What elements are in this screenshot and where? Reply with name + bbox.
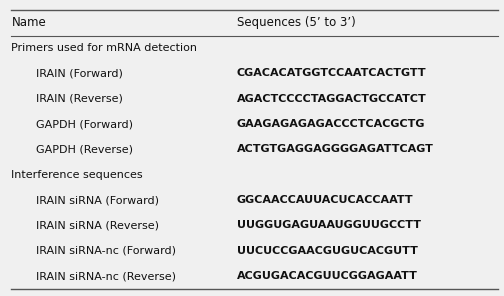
Text: IRAIN siRNA (Forward): IRAIN siRNA (Forward) <box>36 195 159 205</box>
Text: GAAGAGAGAGACCCTCACGCTG: GAAGAGAGAGACCCTCACGCTG <box>237 119 425 129</box>
Text: AGACTCCCCTAGGACTGCCATCT: AGACTCCCCTAGGACTGCCATCT <box>237 94 427 104</box>
Text: IRAIN siRNA-nc (Reverse): IRAIN siRNA-nc (Reverse) <box>36 271 176 281</box>
Text: UUCUCCGAACGUGUCACGUTT: UUCUCCGAACGUGUCACGUTT <box>237 246 418 256</box>
Text: Sequences (5’ to 3’): Sequences (5’ to 3’) <box>237 16 356 29</box>
Text: ACTGTGAGGAGGGGAGATTCAGT: ACTGTGAGGAGGGGAGATTCAGT <box>237 144 434 155</box>
Text: Primers used for mRNA detection: Primers used for mRNA detection <box>12 43 198 53</box>
Text: ACGUGACACGUUCGGAGAATT: ACGUGACACGUUCGGAGAATT <box>237 271 418 281</box>
Text: GAPDH (Reverse): GAPDH (Reverse) <box>36 144 134 155</box>
Text: IRAIN (Forward): IRAIN (Forward) <box>36 68 123 78</box>
Text: CGACACATGGTCCAATCACTGTT: CGACACATGGTCCAATCACTGTT <box>237 68 426 78</box>
Text: GGCAACCAUUACUCACCAATT: GGCAACCAUUACUCACCAATT <box>237 195 414 205</box>
Text: Interference sequences: Interference sequences <box>12 170 143 180</box>
Text: IRAIN siRNA-nc (Forward): IRAIN siRNA-nc (Forward) <box>36 246 176 256</box>
Text: GAPDH (Forward): GAPDH (Forward) <box>36 119 134 129</box>
Text: IRAIN (Reverse): IRAIN (Reverse) <box>36 94 123 104</box>
Text: UUGGUGAGUAAUGGUUGCCTT: UUGGUGAGUAAUGGUUGCCTT <box>237 221 421 231</box>
Text: Name: Name <box>12 16 46 29</box>
Text: IRAIN siRNA (Reverse): IRAIN siRNA (Reverse) <box>36 221 159 231</box>
